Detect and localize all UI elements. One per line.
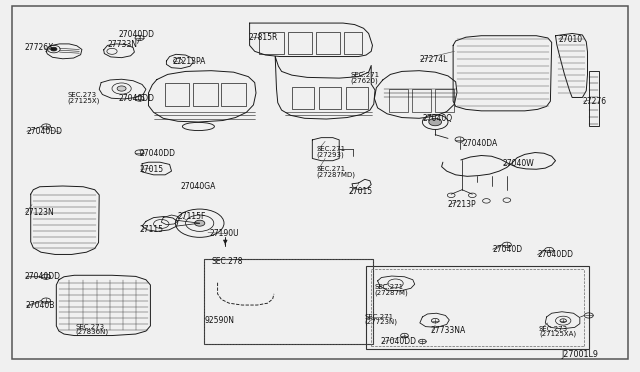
Bar xyxy=(165,83,189,106)
Text: 27733NA: 27733NA xyxy=(431,326,466,335)
Bar xyxy=(319,87,341,109)
Bar xyxy=(288,32,312,54)
Text: 27040D: 27040D xyxy=(493,245,523,254)
Text: SEC.271: SEC.271 xyxy=(374,284,404,290)
Text: (27723N): (27723N) xyxy=(365,319,398,326)
Bar xyxy=(366,266,589,349)
Text: (27287M): (27287M) xyxy=(374,289,408,296)
Text: SEC.271: SEC.271 xyxy=(317,146,346,152)
Text: 27040DD: 27040DD xyxy=(24,272,60,281)
Text: (27125XA): (27125XA) xyxy=(539,331,576,337)
Text: 27040DD: 27040DD xyxy=(118,94,154,103)
Text: 27815R: 27815R xyxy=(248,33,278,42)
Circle shape xyxy=(117,86,126,91)
Bar xyxy=(435,89,454,112)
Bar xyxy=(316,32,340,54)
Text: 27115: 27115 xyxy=(140,225,164,234)
Text: 27040W: 27040W xyxy=(502,159,534,168)
Text: 27115F: 27115F xyxy=(178,212,206,221)
Text: 27733N: 27733N xyxy=(108,40,138,49)
Bar xyxy=(589,71,599,126)
Text: 27274L: 27274L xyxy=(419,55,447,64)
Text: 92590N: 92590N xyxy=(205,316,235,325)
Text: 27123N: 27123N xyxy=(24,208,54,217)
Bar xyxy=(344,32,362,54)
Text: SEC.273: SEC.273 xyxy=(67,92,97,98)
Bar xyxy=(259,32,284,54)
Text: 27040DD: 27040DD xyxy=(118,31,154,39)
Bar xyxy=(193,83,218,106)
Text: 27015: 27015 xyxy=(349,187,373,196)
Text: (27620): (27620) xyxy=(351,77,378,84)
Text: (27125X): (27125X) xyxy=(67,97,100,104)
Text: 27040DD: 27040DD xyxy=(381,337,417,346)
Text: 27040DD: 27040DD xyxy=(140,149,175,158)
Text: 27726X: 27726X xyxy=(24,43,54,52)
Text: (27836N): (27836N) xyxy=(76,328,109,335)
Bar xyxy=(346,87,368,109)
Text: 27190U: 27190U xyxy=(210,229,239,238)
Text: SEC.278: SEC.278 xyxy=(211,257,243,266)
Text: 27040DA: 27040DA xyxy=(462,139,497,148)
Bar xyxy=(412,89,431,112)
Text: 27276: 27276 xyxy=(582,97,607,106)
Text: 27040GA: 27040GA xyxy=(180,182,216,191)
Text: 27040Q: 27040Q xyxy=(422,114,452,123)
Circle shape xyxy=(429,118,442,126)
Text: 27040DD: 27040DD xyxy=(538,250,573,259)
Bar xyxy=(204,259,373,344)
Text: SEC.271: SEC.271 xyxy=(365,314,394,320)
Text: 27010: 27010 xyxy=(558,35,582,44)
Text: 27213PA: 27213PA xyxy=(173,57,206,65)
Circle shape xyxy=(195,220,205,226)
Text: (27287MD): (27287MD) xyxy=(317,171,356,178)
Text: SEC.271: SEC.271 xyxy=(351,72,380,78)
Text: J27001L9: J27001L9 xyxy=(562,350,599,359)
Bar xyxy=(221,83,246,106)
Text: (27293): (27293) xyxy=(317,151,344,158)
Text: 27040B: 27040B xyxy=(26,301,55,310)
Text: SEC.273: SEC.273 xyxy=(76,324,105,330)
Text: 27213P: 27213P xyxy=(448,200,477,209)
Text: 27040DD: 27040DD xyxy=(27,127,63,136)
Circle shape xyxy=(51,47,57,51)
Text: 27015: 27015 xyxy=(140,165,164,174)
Bar xyxy=(292,87,314,109)
Bar xyxy=(389,89,408,112)
Text: SEC.271: SEC.271 xyxy=(317,166,346,172)
Text: SEC.273: SEC.273 xyxy=(539,326,568,332)
